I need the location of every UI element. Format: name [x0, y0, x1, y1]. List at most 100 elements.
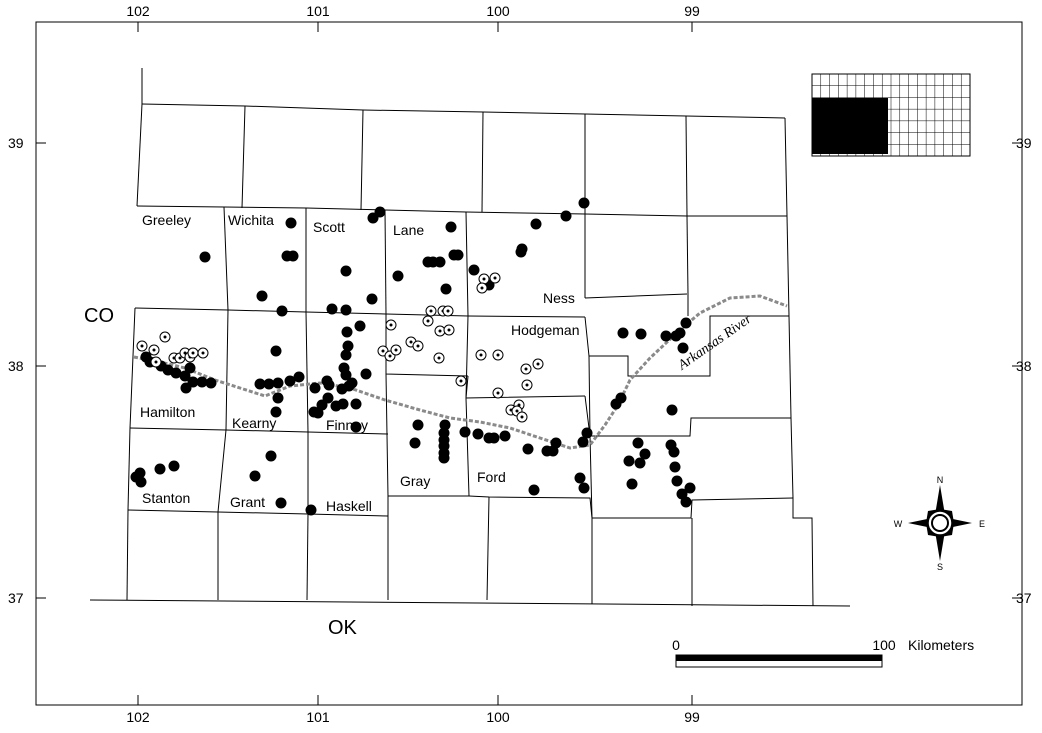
solid-site-marker — [254, 378, 266, 390]
solid-site-marker — [270, 345, 282, 357]
solid-site-marker — [522, 443, 534, 455]
solid-site-marker — [560, 210, 572, 222]
compass-s: S — [937, 562, 943, 572]
solid-site-marker — [184, 362, 196, 374]
solid-site-marker — [196, 376, 208, 388]
open-site-marker — [475, 349, 487, 361]
county-label-greeley: Greeley — [142, 212, 191, 228]
solid-site-marker — [528, 484, 540, 496]
right-tick-37: 37 — [1016, 590, 1032, 606]
compass-rose: N S E W — [894, 475, 985, 572]
solid-site-markers — [130, 197, 696, 516]
frame-ticks — [36, 22, 1022, 705]
open-site-marker — [136, 340, 148, 352]
solid-site-marker — [623, 455, 635, 467]
solid-site-marker — [323, 379, 335, 391]
solid-site-marker — [468, 264, 480, 276]
solid-site-marker — [626, 478, 638, 490]
solid-site-marker — [199, 251, 211, 263]
solid-site-marker — [336, 383, 348, 395]
solid-site-marker — [671, 475, 683, 487]
solid-site-marker — [354, 320, 366, 332]
solid-site-marker — [547, 445, 559, 457]
open-site-marker — [516, 411, 528, 423]
solid-site-marker — [330, 400, 342, 412]
compass-e: E — [979, 519, 985, 529]
solid-site-marker — [499, 430, 511, 442]
solid-site-marker — [275, 497, 287, 509]
county-label-hodgeman: Hodgeman — [511, 322, 580, 338]
solid-site-marker — [340, 265, 352, 277]
county-label-lane: Lane — [393, 222, 424, 238]
solid-site-marker — [639, 448, 651, 460]
scale-unit: Kilometers — [908, 637, 974, 653]
top-tick-102: 102 — [126, 3, 150, 19]
solid-site-marker — [634, 457, 646, 469]
solid-site-marker — [293, 371, 305, 383]
state-label-co: CO — [84, 305, 114, 327]
solid-site-marker — [668, 446, 680, 458]
top-tick-100: 100 — [486, 3, 510, 19]
solid-site-marker — [134, 467, 146, 479]
bottom-tick-101: 101 — [306, 709, 330, 725]
county-boundaries — [89, 68, 851, 607]
solid-site-marker — [669, 461, 681, 473]
solid-site-marker — [263, 378, 275, 390]
open-site-marker — [412, 340, 424, 352]
solid-site-marker — [374, 206, 386, 218]
solid-site-marker — [617, 327, 629, 339]
solid-site-marker — [272, 377, 284, 389]
county-label-gray: Gray — [400, 473, 430, 489]
solid-site-marker — [632, 437, 644, 449]
solid-site-marker — [610, 398, 622, 410]
county-label-ford: Ford — [477, 469, 506, 485]
open-site-marker — [390, 344, 402, 356]
open-site-marker — [489, 272, 501, 284]
bottom-tick-100: 100 — [486, 709, 510, 725]
solid-site-marker — [530, 218, 542, 230]
solid-site-marker — [340, 369, 352, 381]
open-site-marker — [476, 282, 488, 294]
scale-start: 0 — [672, 637, 680, 653]
county-label-haskell: Haskell — [326, 498, 372, 514]
county-label-stanton: Stanton — [142, 490, 190, 506]
open-site-marker — [197, 347, 209, 359]
solid-site-marker — [666, 404, 678, 416]
solid-site-marker — [680, 317, 692, 329]
solid-site-marker — [581, 427, 593, 439]
solid-site-marker — [515, 246, 527, 258]
solid-site-marker — [187, 376, 199, 388]
state-label-ok: OK — [328, 617, 358, 639]
top-tick-99: 99 — [684, 3, 700, 19]
solid-site-marker — [305, 504, 317, 516]
compass-n: N — [937, 475, 944, 485]
solid-site-marker — [276, 305, 288, 317]
solid-site-marker — [409, 437, 421, 449]
solid-site-marker — [341, 326, 353, 338]
solid-site-marker — [684, 482, 696, 494]
solid-site-marker — [205, 377, 217, 389]
scale-bar: 0 100 Kilometers — [672, 637, 974, 668]
solid-site-marker — [256, 290, 268, 302]
solid-site-marker — [452, 249, 464, 261]
solid-site-marker — [272, 392, 284, 404]
county-label-kearny: Kearny — [232, 415, 276, 431]
county-label-wichita: Wichita — [228, 212, 274, 228]
open-site-marker — [187, 347, 199, 359]
solid-site-marker — [578, 482, 590, 494]
solid-site-marker — [434, 256, 446, 268]
solid-site-marker — [285, 217, 297, 229]
solid-site-marker — [412, 419, 424, 431]
open-site-marker — [422, 315, 434, 327]
solid-site-marker — [660, 330, 672, 342]
solid-site-marker — [135, 476, 147, 488]
solid-site-marker — [326, 303, 338, 315]
solid-site-marker — [154, 463, 166, 475]
open-site-marker — [433, 352, 445, 364]
solid-site-marker — [440, 283, 452, 295]
scale-end: 100 — [872, 637, 896, 653]
open-site-marker — [425, 305, 437, 317]
solid-site-marker — [392, 270, 404, 282]
